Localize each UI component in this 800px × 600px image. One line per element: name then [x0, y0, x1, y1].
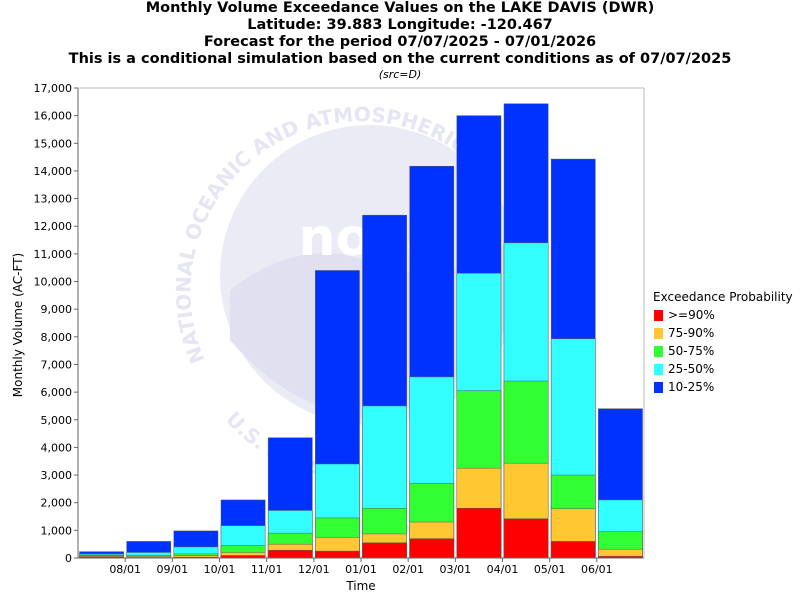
bar-segment: [362, 542, 407, 559]
legend-item: 75-90%: [653, 324, 793, 342]
x-tick-label: 05/01: [534, 563, 566, 576]
y-tick-label: 1,000: [41, 524, 73, 537]
bar-segment: [550, 541, 596, 559]
x-tick-label: 03/01: [439, 563, 471, 576]
bar-segment: [503, 518, 549, 559]
y-tick-label: 15,000: [34, 137, 73, 150]
y-tick-label: 17,000: [34, 82, 73, 95]
y-tick-label: 13,000: [34, 193, 73, 206]
x-tick-label: 02/01: [392, 563, 424, 576]
x-tick-label: 11/01: [251, 563, 283, 576]
y-axis-label: Monthly Volume (AC-FT): [11, 253, 25, 397]
legend-item: >=90%: [653, 306, 793, 324]
legend-item: 25-50%: [653, 360, 793, 378]
bar-segment: [267, 550, 313, 559]
y-tick-label: 3,000: [41, 469, 73, 482]
x-tick-label: 01/01: [345, 563, 377, 576]
y-tick-label: 10,000: [34, 276, 73, 289]
legend-label: 25-50%: [668, 362, 715, 376]
legend-swatch: [654, 345, 663, 357]
chart-location: Latitude: 39.883 Longitude: -120.467: [247, 17, 553, 33]
bar-segment: [456, 507, 502, 559]
bars-layer: [79, 103, 643, 559]
chart-forecast-period: Forecast for the period 07/07/2025 - 07/…: [203, 34, 597, 50]
y-tick-label: 12,000: [34, 220, 73, 233]
y-tick-label: 4,000: [41, 441, 73, 454]
x-tick-label: 06/01: [581, 563, 613, 576]
chart-title-block: Monthly Volume Exceedance Values on the …: [0, 0, 800, 82]
chart-simulation-note: This is a conditional simulation based o…: [68, 51, 732, 67]
y-tick-label: 7,000: [41, 358, 73, 371]
x-tick-label: 12/01: [298, 563, 330, 576]
legend-swatch: [654, 309, 663, 321]
y-tick-label: 2,000: [41, 497, 73, 510]
y-tick-label: 8,000: [41, 331, 73, 344]
y-tick-label: 6,000: [41, 386, 73, 399]
x-tick-label: 09/01: [156, 563, 188, 576]
legend-swatch: [654, 381, 663, 393]
legend-title: Exceedance Probability: [653, 290, 793, 304]
axes-layer: 0 1,000 2,000 3,000 4,000 5,000 6,000 7,000 8,00…: [34, 82, 645, 576]
y-tick-label: 14,000: [34, 165, 73, 178]
y-tick-label: 5,000: [41, 414, 73, 427]
legend-label: >=90%: [668, 308, 715, 322]
x-tick-label: 08/01: [109, 563, 141, 576]
x-tick-label: 10/01: [204, 563, 236, 576]
legend-item: 10-25%: [653, 378, 793, 396]
y-tick-label: 16,000: [34, 110, 73, 123]
legend-label: 10-25%: [668, 380, 715, 394]
x-axis-label: Time: [345, 579, 375, 593]
legend-swatch: [654, 363, 663, 375]
x-tick-label: 04/01: [487, 563, 519, 576]
bar-segment: [409, 538, 455, 559]
legend-label: 75-90%: [668, 326, 715, 340]
legend-label: 50-75%: [668, 344, 715, 358]
y-tick-label: 11,000: [34, 248, 73, 261]
bar-segment: [315, 550, 360, 559]
chart-source: (src=D): [378, 68, 422, 81]
legend: Exceedance Probability >=90% 75-90% 50-7…: [653, 289, 793, 396]
y-tick-label: 9,000: [41, 303, 73, 316]
chart-title: Monthly Volume Exceedance Values on the …: [145, 0, 655, 16]
legend-swatch: [654, 327, 663, 339]
legend-item: 50-75%: [653, 342, 793, 360]
y-tick-label: 0: [65, 552, 72, 565]
